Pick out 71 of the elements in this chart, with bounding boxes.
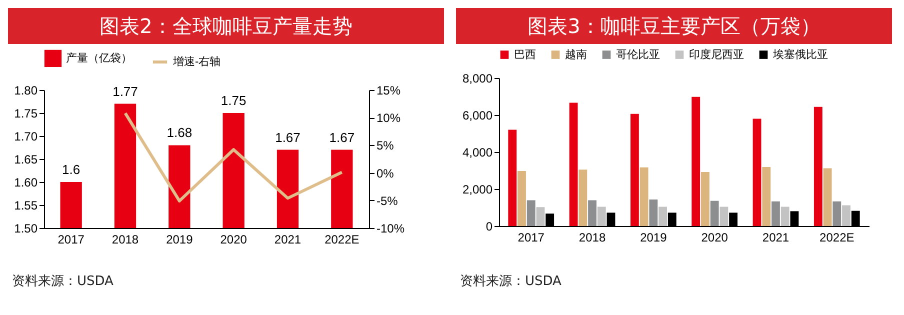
x-tick-label: 2018 xyxy=(578,230,606,244)
y-tick-label: 1.55 xyxy=(14,198,38,212)
data-label: 1.67 xyxy=(275,130,300,145)
text: 资料来源：USDA xyxy=(11,273,114,290)
y2-tick-label: 15% xyxy=(376,84,401,98)
y2-tick-label: -5% xyxy=(376,194,398,208)
y-tick-label: 6,000 xyxy=(462,108,493,122)
legend-label: 产量（亿袋） xyxy=(66,51,132,64)
legend-label: 越南 xyxy=(565,48,587,61)
y2-tick-label: 10% xyxy=(376,111,401,126)
x-tick-label: 2017 xyxy=(518,230,545,244)
bar xyxy=(658,206,667,226)
x-tick-label: 2022E xyxy=(324,232,360,246)
x-tick-label: 2020 xyxy=(701,230,728,244)
bar xyxy=(640,167,648,226)
bar xyxy=(823,168,832,226)
data-label: 1.75 xyxy=(220,93,246,108)
bar xyxy=(842,205,850,226)
y2-tick-label: -10% xyxy=(376,222,405,236)
y-tick-label: 1.75 xyxy=(14,106,38,120)
bar xyxy=(762,166,771,226)
y-tick-label: 1.70 xyxy=(14,130,38,144)
y2-tick-label: 0% xyxy=(376,166,394,180)
bar xyxy=(814,106,822,226)
legend-label: 哥伦比亚 xyxy=(616,48,660,61)
x-tick-label: 2021 xyxy=(762,230,790,244)
bar xyxy=(649,200,658,226)
bar xyxy=(710,200,719,226)
bar xyxy=(780,206,790,226)
bar xyxy=(701,172,710,226)
bar xyxy=(692,96,700,226)
bar xyxy=(720,206,728,226)
data-label: 1.77 xyxy=(112,84,138,99)
bar xyxy=(832,201,842,226)
bar xyxy=(588,200,596,226)
x-tick-label: 2017 xyxy=(58,232,85,246)
bar xyxy=(578,170,588,226)
y-tick-label: 8,000 xyxy=(462,72,493,86)
y-tick-label: 1.50 xyxy=(14,222,38,236)
text: 资料来源：USDA xyxy=(459,273,562,290)
chart-title: 图表2：全球咖啡豆产量走势 xyxy=(8,8,444,44)
bar xyxy=(508,130,517,226)
y2-tick-label: 5% xyxy=(376,138,394,153)
legend-label: 增速-右轴 xyxy=(172,55,221,68)
bar xyxy=(526,200,536,226)
bar xyxy=(752,118,762,226)
chart-title: 图表3：咖啡豆主要产区（万袋） xyxy=(456,8,892,44)
legend-label: 埃塞俄比亚 xyxy=(772,48,828,61)
data-label: 1.67 xyxy=(329,130,355,145)
bar xyxy=(597,206,606,226)
x-tick-label: 2022E xyxy=(820,230,854,244)
x-tick-label: 2018 xyxy=(112,232,139,246)
bar xyxy=(536,207,545,226)
y-tick-label: 0 xyxy=(486,220,493,234)
data-label: 1.68 xyxy=(166,125,192,140)
legend-label: 印度尼西亚 xyxy=(689,48,744,61)
y-tick-label: 4,000 xyxy=(462,146,493,160)
bar xyxy=(569,102,578,226)
y-tick-label: 1.65 xyxy=(14,152,38,166)
bar xyxy=(772,201,780,226)
y-tick-label: 2,000 xyxy=(462,182,493,196)
x-tick-label: 2020 xyxy=(220,232,248,246)
data-label: 1.6 xyxy=(62,162,80,177)
x-tick-label: 2021 xyxy=(274,232,302,246)
bar xyxy=(518,171,526,226)
x-tick-label: 2019 xyxy=(166,232,194,246)
y-tick-label: 1.80 xyxy=(14,84,38,98)
x-tick-label: 2019 xyxy=(640,230,668,244)
bar xyxy=(630,114,639,226)
legend-label: 巴西 xyxy=(514,48,536,61)
y-tick-label: 1.60 xyxy=(14,176,38,190)
